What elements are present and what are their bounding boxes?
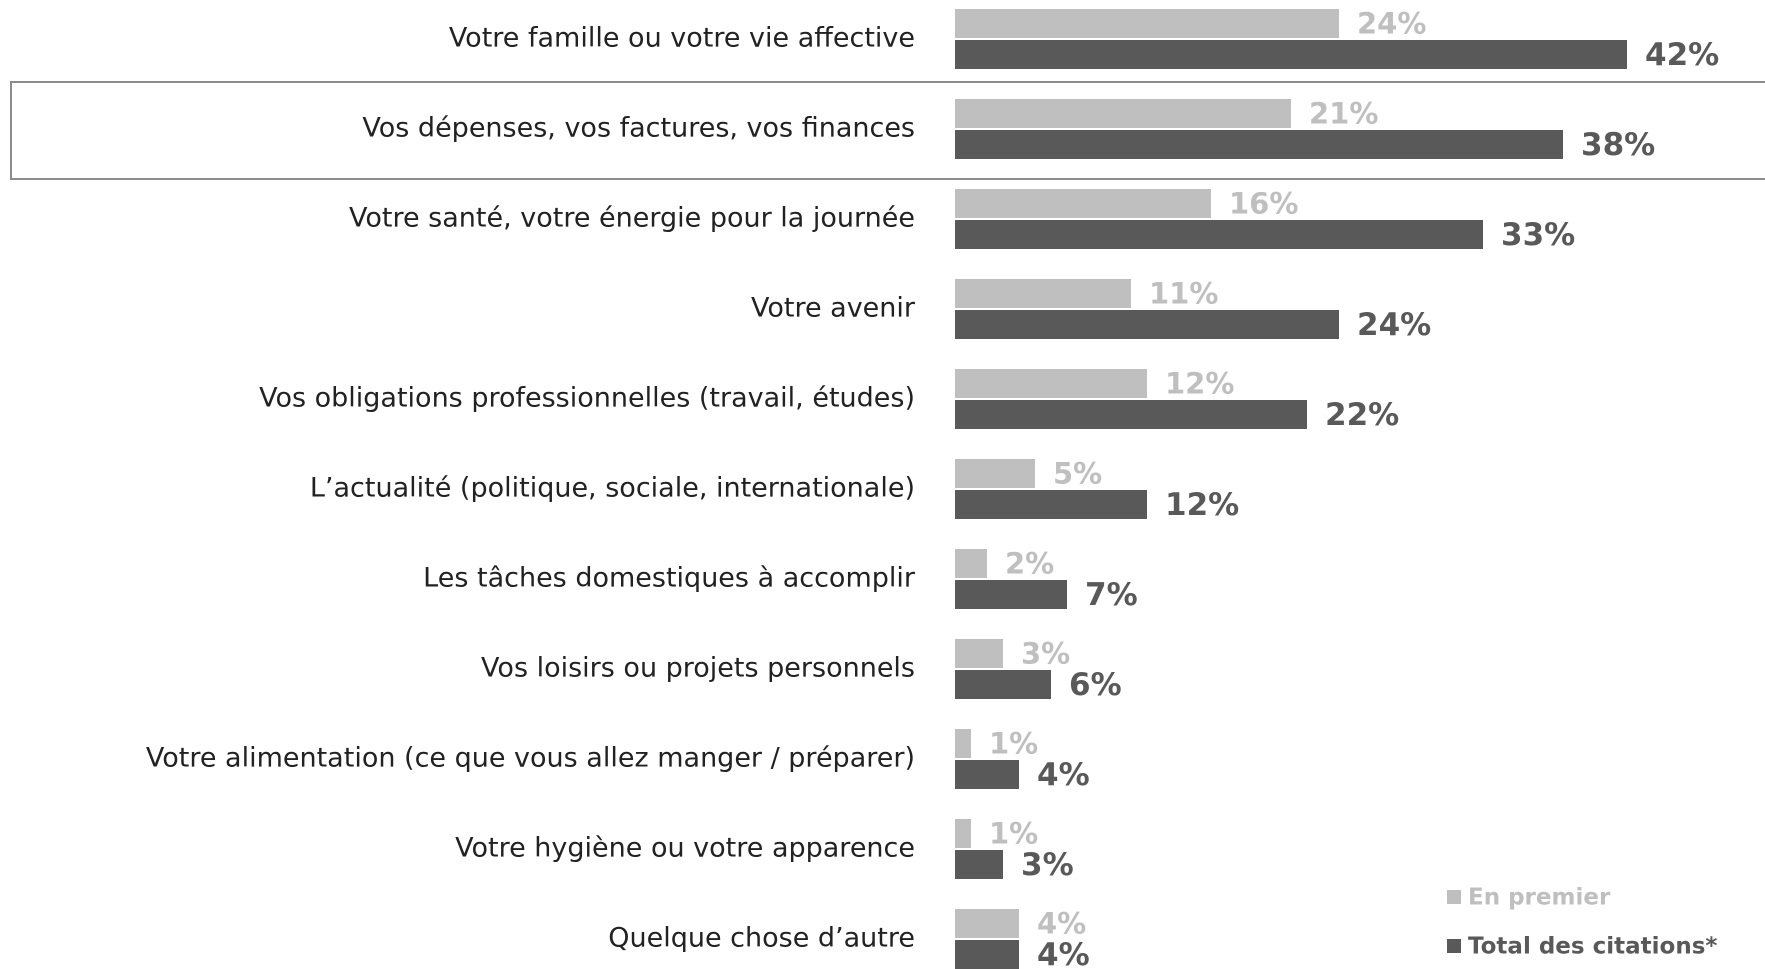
legend-swatch [1447,939,1461,953]
bar [955,490,1147,519]
bar [955,580,1067,609]
value-label: 12% [1165,487,1239,523]
bar [955,9,1339,38]
legend-swatch [1447,890,1461,904]
bar [955,400,1307,429]
value-label: 33% [1501,217,1575,253]
bar [955,310,1339,339]
category-label: Les tâches domestiques à accomplir [423,563,916,594]
value-label: 5% [1053,457,1102,491]
legend-label: Total des citations* [1468,934,1717,960]
value-label: 24% [1357,307,1431,343]
category-label: Votre alimentation (ce que vous allez ma… [146,743,915,774]
value-label: 11% [1149,277,1218,311]
bar [955,220,1483,249]
category-label: Votre avenir [751,293,916,324]
bar [955,909,1019,938]
bar [955,729,971,758]
bar [955,940,1019,969]
category-label: Votre famille ou votre vie affective [449,23,915,54]
value-label: 6% [1069,667,1122,703]
highlight-box [10,81,1765,180]
legend-label: En premier [1468,885,1611,911]
value-label: 4% [1037,907,1086,941]
bar [955,549,987,578]
value-label: 1% [989,727,1038,761]
bar [955,279,1131,308]
value-label: 38% [1581,127,1655,163]
category-label: Vos loisirs ou projets personnels [481,653,915,684]
value-label: 4% [1037,937,1090,969]
category-label: Votre hygiène ou votre apparence [455,833,915,864]
category-label: Votre santé, votre énergie pour la journ… [349,203,915,234]
bar [955,670,1051,699]
value-label: 12% [1165,367,1234,401]
value-label: 16% [1229,187,1298,221]
bar [955,639,1003,668]
value-label: 3% [1021,847,1074,883]
value-label: 2% [1005,547,1054,581]
category-label: Quelque chose d’autre [608,923,915,954]
bar [955,99,1291,128]
bar [955,850,1003,879]
bar [955,819,971,848]
bar [955,40,1627,69]
value-label: 4% [1037,757,1090,793]
value-label: 7% [1085,577,1138,613]
value-label: 42% [1645,37,1719,73]
category-label: Vos dépenses, vos factures, vos finances [362,113,915,144]
value-label: 3% [1021,637,1070,671]
category-label: L’actualité (politique, sociale, interna… [310,473,915,504]
value-label: 22% [1325,397,1399,433]
bar [955,459,1035,488]
bar [955,189,1211,218]
bar [955,369,1147,398]
bar [955,760,1019,789]
bar [955,130,1563,159]
category-label: Vos obligations professionnelles (travai… [259,383,915,414]
value-label: 21% [1309,97,1378,131]
value-label: 24% [1357,7,1426,41]
value-label: 1% [989,817,1038,851]
